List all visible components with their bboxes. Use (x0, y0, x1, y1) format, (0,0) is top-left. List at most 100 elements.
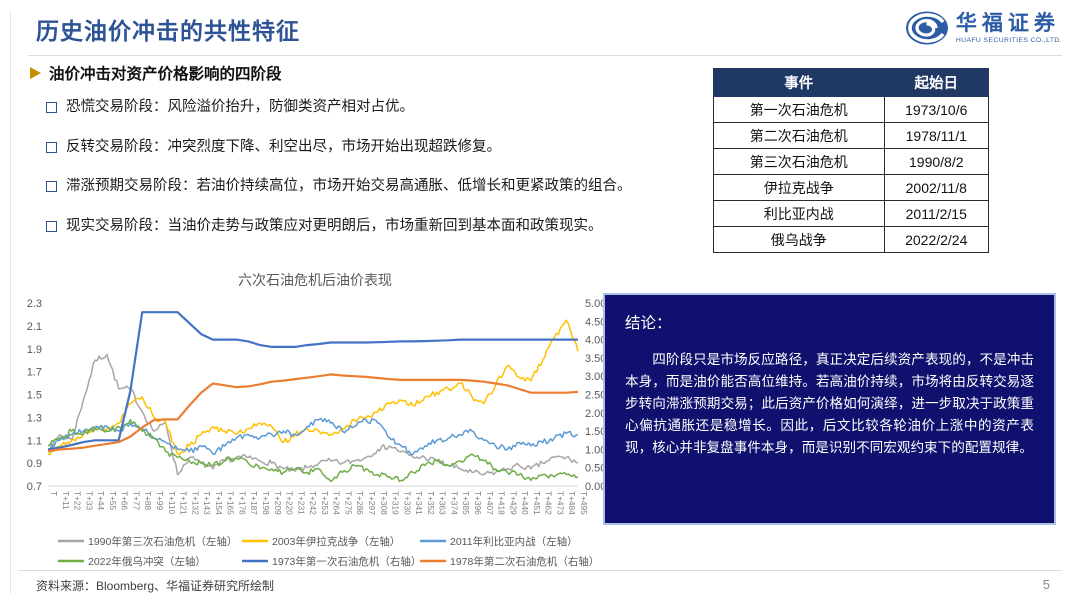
svg-text:T+297: T+297 (367, 491, 377, 515)
svg-text:1990年第三次石油危机（左轴）: 1990年第三次石油危机（左轴） (88, 535, 237, 548)
svg-text:T+154: T+154 (214, 491, 224, 515)
event-cell: 伊拉克战争 (713, 174, 885, 201)
svg-text:1973年第一次石油危机（右轴）: 1973年第一次石油危机（右轴） (272, 555, 421, 568)
svg-text:T+462: T+462 (544, 491, 554, 515)
oil-price-chart-svg: 六次石油危机后油价表现 2.3 2.1 1.9 1.7 1.5 1.3 1.1 0.9 0.7 5.… (27, 272, 607, 568)
conclusion-body: 四阶段只是市场反应路径，真正决定后续资产表现的，不是冲击本身，而是油价能否高位维… (625, 352, 1034, 456)
svg-text:0.7: 0.7 (27, 481, 42, 493)
svg-text:T+44: T+44 (96, 491, 106, 511)
event-cell: 利比亚内战 (713, 200, 885, 227)
conclusion-box: 结论： 四阶段只是市场反应路径，真正决定后续资产表现的，不是冲击本身，而是油价能… (603, 293, 1056, 525)
huafu-logo: 华福证券 HUAFU SECURITIES CO.,LTD. (904, 8, 1062, 48)
svg-text:T+55: T+55 (108, 491, 118, 511)
svg-text:T+495: T+495 (579, 491, 589, 515)
svg-text:0.50: 0.50 (585, 463, 606, 475)
huafu-logo-text: 华福证券 HUAFU SECURITIES CO.,LTD. (955, 12, 1062, 44)
event-table: 事件 起始日 第一次石油危机 1973/10/6 第二次石油危机 1978/11… (713, 68, 989, 253)
svg-text:3.50: 3.50 (585, 353, 606, 365)
event-cell: 第三次石油危机 (713, 148, 885, 175)
svg-text:T+451: T+451 (532, 491, 542, 515)
svg-text:1.3: 1.3 (27, 412, 42, 424)
bullet-text: 反转交易阶段：冲突烈度下降、利空出尽，市场开始出现超跌修复。 (66, 138, 501, 155)
svg-text:1.5: 1.5 (27, 390, 42, 402)
svg-text:5.00: 5.00 (585, 298, 606, 310)
svg-text:1.00: 1.00 (585, 444, 606, 456)
list-item: 反转交易阶段：冲突烈度下降、利空出尽，市场开始出现超跌修复。 (46, 138, 686, 158)
svg-text:T+429: T+429 (508, 491, 518, 515)
left-edge-rule (10, 10, 11, 594)
svg-text:2.1: 2.1 (27, 321, 42, 333)
title-divider (28, 55, 1062, 56)
svg-text:2.50: 2.50 (585, 390, 606, 402)
svg-text:T+11: T+11 (61, 491, 71, 510)
svg-text:T+396: T+396 (473, 491, 483, 515)
svg-text:T+352: T+352 (426, 491, 436, 515)
table-header-row: 事件 起始日 (713, 68, 989, 97)
svg-text:T+121: T+121 (179, 491, 189, 515)
svg-text:2.3: 2.3 (27, 298, 42, 310)
bullet-text: 现实交易阶段：当油价走势与政策应对更明朗后，市场重新回到基本面和政策现实。 (66, 217, 603, 234)
svg-text:T+33: T+33 (84, 491, 94, 511)
svg-text:T+132: T+132 (190, 491, 200, 515)
huafu-logo-icon (905, 11, 948, 45)
svg-text:0.00: 0.00 (585, 481, 606, 493)
event-cell: 第一次石油危机 (713, 96, 885, 123)
svg-text:T+231: T+231 (296, 491, 306, 515)
square-bullet-icon (46, 102, 57, 113)
svg-text:T+22: T+22 (73, 491, 83, 511)
svg-text:2.00: 2.00 (585, 408, 606, 420)
svg-text:T+99: T+99 (155, 491, 165, 511)
table-row: 第二次石油危机 1978/11/1 (713, 122, 989, 149)
bullet-text: 滞涨预期交易阶段：若油价持续高位，市场开始交易高通胀、低增长和更紧政策的组合。 (66, 178, 632, 195)
svg-text:T+176: T+176 (237, 491, 247, 515)
table-row: 利比亚内战 2011/2/15 (713, 200, 989, 227)
svg-text:1.9: 1.9 (27, 344, 42, 356)
svg-text:3.00: 3.00 (585, 371, 606, 383)
svg-text:T+407: T+407 (485, 491, 495, 515)
svg-text:1.7: 1.7 (27, 367, 42, 379)
square-bullet-icon (46, 141, 57, 153)
svg-text:T: T (49, 491, 59, 496)
svg-text:T+308: T+308 (379, 491, 389, 515)
svg-text:T+242: T+242 (308, 491, 318, 515)
svg-text:T+341: T+341 (414, 491, 424, 515)
svg-text:2022年俄乌冲突（左轴）: 2022年俄乌冲突（左轴） (88, 555, 206, 568)
date-cell: 1990/8/2 (883, 148, 989, 175)
footer-divider (18, 570, 1062, 571)
svg-text:T+484: T+484 (567, 491, 577, 515)
list-item: 现实交易阶段：当油价走势与政策应对更明朗后，市场重新回到基本面和政策现实。 (46, 217, 686, 237)
svg-text:T+253: T+253 (320, 491, 330, 515)
table-header-date: 起始日 (883, 68, 989, 97)
date-cell: 2011/2/15 (883, 200, 989, 227)
svg-text:T+385: T+385 (461, 491, 471, 515)
logo-subtitle: HUAFU SECURITIES CO.,LTD. (955, 36, 1062, 44)
svg-text:T+440: T+440 (520, 491, 530, 515)
svg-text:1.50: 1.50 (585, 426, 606, 438)
svg-text:T+264: T+264 (332, 491, 342, 515)
table-header-event: 事件 (713, 68, 885, 97)
section-heading-text: 油价冲击对资产价格影响的四阶段 (49, 66, 282, 83)
date-cell: 1973/10/6 (883, 96, 989, 123)
svg-text:T+209: T+209 (273, 491, 283, 515)
table-row: 第一次石油危机 1973/10/6 (713, 96, 989, 123)
date-cell: 2022/2/24 (883, 226, 989, 253)
svg-text:T+418: T+418 (497, 491, 507, 515)
date-cell: 2002/11/8 (883, 174, 989, 201)
svg-text:4.00: 4.00 (585, 335, 606, 347)
oil-price-chart: 六次石油危机后油价表现 2.3 2.1 1.9 1.7 1.5 1.3 1.1 0.9 0.7 5.… (20, 270, 630, 575)
svg-text:T+286: T+286 (355, 491, 365, 515)
svg-text:2011年利比亚内战（左轴）: 2011年利比亚内战（左轴） (450, 535, 578, 548)
svg-text:T+275: T+275 (343, 491, 353, 515)
svg-text:1.1: 1.1 (27, 435, 42, 447)
source-attribution: 资料来源：Bloomberg、华福证券研究所绘制 (36, 579, 275, 593)
svg-text:T+66: T+66 (120, 491, 130, 511)
list-item: 恐慌交易阶段：风险溢价抬升，防御类资产相对占优。 (46, 98, 686, 118)
date-cell: 1978/11/1 (883, 122, 989, 149)
svg-text:T+220: T+220 (285, 491, 295, 515)
svg-text:T+473: T+473 (555, 491, 565, 515)
svg-text:0.9: 0.9 (27, 458, 42, 470)
event-cell: 俄乌战争 (713, 226, 885, 253)
svg-text:T+77: T+77 (131, 491, 141, 511)
svg-text:T+88: T+88 (143, 491, 153, 511)
